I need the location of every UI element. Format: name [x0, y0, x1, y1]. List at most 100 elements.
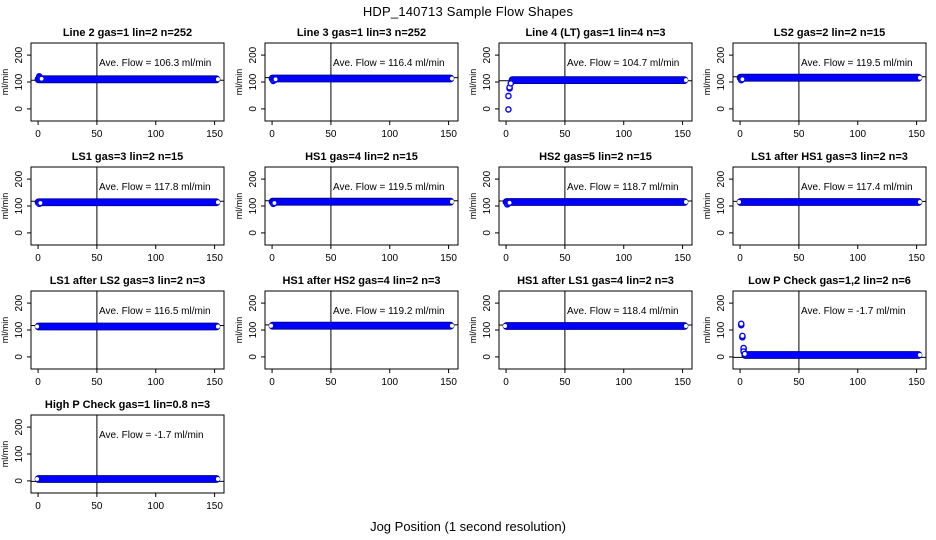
band-end-dot — [917, 199, 922, 204]
x-tick-label: 50 — [91, 129, 103, 140]
average-flow-annotation: Ave. Flow = 106.3 ml/min — [99, 58, 211, 69]
y-tick-label: 0 — [14, 106, 25, 112]
y-axis-title: ml/min — [234, 69, 244, 96]
y-axis-title: ml/min — [0, 193, 10, 220]
subplot-title: Line 3 gas=1 lin=3 n=252 — [297, 27, 426, 39]
x-tick-label: 150 — [206, 129, 223, 140]
average-flow-annotation: Ave. Flow = 117.4 ml/min — [801, 182, 913, 193]
y-axis-title: ml/min — [468, 193, 478, 220]
x-tick-label: 50 — [91, 377, 103, 388]
subplot-title: LS1 after LS2 gas=3 lin=2 n=3 — [50, 275, 206, 287]
subplot: LS1 after LS2 gas=3 lin=2 n=3 0 100 200 0 50 1… — [0, 272, 234, 396]
data-band — [34, 475, 221, 483]
x-tick-label: 0 — [35, 253, 41, 264]
subplot-svg: Low P Check gas=1,2 lin=2 n=6 0 100 200 0 50 1… — [702, 275, 927, 388]
plot-box — [264, 166, 459, 246]
y-tick-label: 0 — [248, 354, 259, 360]
subplot-svg: HS1 after HS2 gas=4 lin=2 n=3 0 100 200 0 50 1… — [234, 275, 459, 388]
subplot: HS1 after HS2 gas=4 lin=2 n=3 0 100 200 0 50 1… — [234, 272, 468, 396]
y-tick-label: 200 — [248, 170, 259, 187]
plot-box — [732, 42, 927, 122]
x-tick-label: 50 — [325, 377, 337, 388]
subplot: LS2 gas=2 lin=2 n=15 0 100 200 0 50 100 150 ml/m… — [702, 24, 936, 148]
data-point — [507, 80, 515, 87]
y-tick-label: 200 — [716, 294, 727, 311]
x-tick-label: 100 — [381, 129, 398, 140]
x-tick-label: 50 — [559, 129, 571, 140]
subplot-svg: High P Check gas=1 lin=0.8 n=3 0 100 200 0 50… — [0, 399, 225, 512]
average-flow-annotation: Ave. Flow = 118.4 ml/min — [567, 306, 679, 317]
y-tick-label: 100 — [716, 321, 727, 338]
band-end-dot — [215, 200, 220, 205]
y-tick-label: 0 — [482, 230, 493, 236]
subplot-title: High P Check gas=1 lin=0.8 n=3 — [45, 399, 210, 411]
band-end-dot — [35, 324, 40, 329]
y-tick-label: 100 — [482, 197, 493, 214]
x-tick-label: 50 — [91, 501, 103, 512]
plot-box — [30, 42, 225, 122]
band-end-dot — [215, 477, 220, 482]
data-band — [268, 197, 455, 206]
data-band — [502, 198, 689, 206]
x-tick-label: 100 — [381, 253, 398, 264]
x-tick-label: 50 — [793, 377, 805, 388]
data-band — [268, 321, 455, 330]
plot-box — [264, 42, 459, 122]
subplot-svg: HS2 gas=5 lin=2 n=15 0 100 200 0 50 100 150 ml/m… — [468, 151, 693, 264]
x-tick-label: 100 — [381, 377, 398, 388]
y-axis-title: ml/min — [0, 441, 10, 468]
subplot: HS1 gas=4 lin=2 n=15 0 100 200 0 50 100 150 ml/m… — [234, 148, 468, 272]
data-band — [736, 73, 923, 82]
x-tick-label: 100 — [849, 129, 866, 140]
band-end-dot — [683, 199, 688, 204]
x-tick-label: 150 — [908, 253, 925, 264]
page-title: HDP_140713 Sample Flow Shapes — [362, 4, 574, 19]
subplot-title: HS2 gas=5 lin=2 n=15 — [539, 151, 652, 163]
y-tick-label: 0 — [248, 230, 259, 236]
subplot: LS1 after HS1 gas=3 lin=2 n=3 0 100 200 0 50 1… — [702, 148, 936, 272]
y-tick-label: 0 — [482, 354, 493, 360]
y-axis-title: ml/min — [468, 317, 478, 344]
data-point — [505, 92, 512, 100]
x-tick-label: 100 — [849, 377, 866, 388]
x-tick-label: 100 — [615, 377, 632, 388]
x-tick-label: 0 — [35, 501, 41, 512]
subplot-title: HS1 gas=4 lin=2 n=15 — [305, 151, 418, 163]
average-flow-annotation: Ave. Flow = 118.7 ml/min — [567, 182, 679, 193]
subplot-title: LS1 gas=3 lin=2 n=15 — [72, 151, 184, 163]
y-tick-label: 200 — [248, 294, 259, 311]
y-axis-title: ml/min — [702, 193, 712, 220]
band-end-dot — [737, 199, 742, 204]
x-tick-label: 0 — [503, 129, 509, 140]
data-point — [741, 350, 749, 358]
average-flow-annotation: Ave. Flow = 119.5 ml/min — [801, 58, 913, 69]
x-tick-label: 0 — [269, 129, 275, 140]
band-end-dot — [215, 77, 220, 82]
band-end-dot — [449, 199, 454, 204]
subplot: Line 4 (LT) gas=1 lin=4 n=3 0 100 200 0 50 100… — [468, 24, 702, 148]
y-tick-label: 0 — [14, 354, 25, 360]
x-tick-label: 0 — [269, 253, 275, 264]
subplot-svg: Line 4 (LT) gas=1 lin=4 n=3 0 100 200 0 50 100… — [468, 27, 693, 140]
plot-box — [498, 166, 693, 246]
y-axis-title: ml/min — [234, 317, 244, 344]
plot-box — [264, 290, 459, 370]
y-tick-label: 200 — [14, 46, 25, 63]
y-tick-label: 100 — [716, 73, 727, 90]
x-tick-label: 0 — [35, 129, 41, 140]
average-flow-annotation: Ave. Flow = 117.8 ml/min — [99, 182, 211, 193]
band-end-dot — [917, 353, 922, 358]
y-axis-title: ml/min — [702, 69, 712, 96]
y-tick-label: 100 — [14, 445, 25, 462]
x-tick-label: 150 — [206, 377, 223, 388]
plot-box — [30, 414, 225, 494]
subplot-title: Low P Check gas=1,2 lin=2 n=6 — [748, 275, 911, 287]
subplot-svg: LS1 after HS1 gas=3 lin=2 n=3 0 100 200 0 50 1… — [702, 151, 927, 264]
x-tick-label: 150 — [908, 129, 925, 140]
band-end-dot — [683, 323, 688, 328]
y-axis-title: ml/min — [234, 193, 244, 220]
y-axis-title: ml/min — [0, 317, 10, 344]
x-tick-label: 100 — [147, 129, 164, 140]
band-end-dot — [917, 75, 922, 80]
y-axis-title: ml/min — [0, 69, 10, 96]
